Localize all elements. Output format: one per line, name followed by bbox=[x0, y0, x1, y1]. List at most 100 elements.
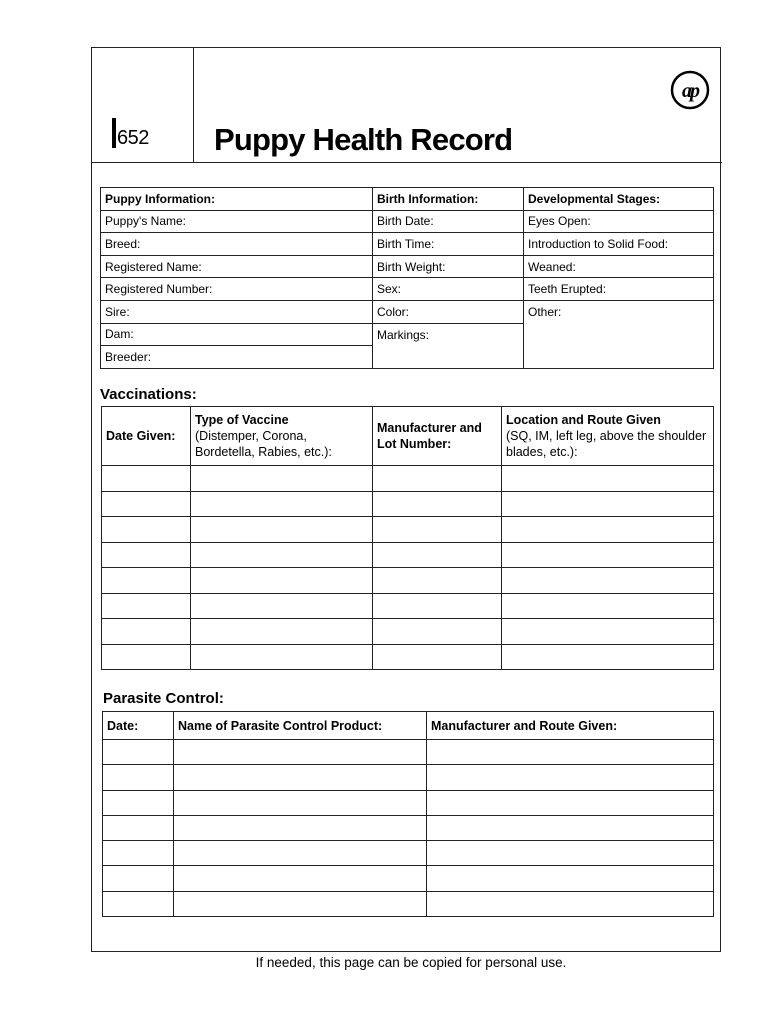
blank-cell[interactable] bbox=[101, 490, 191, 517]
blank-cell[interactable] bbox=[372, 618, 502, 645]
table-row bbox=[102, 764, 714, 791]
blank-cell[interactable] bbox=[101, 643, 191, 670]
other-field[interactable]: Other: bbox=[523, 299, 714, 369]
registered-number-field[interactable]: Registered Number: bbox=[100, 277, 373, 301]
table-row bbox=[101, 643, 714, 670]
blank-cell[interactable] bbox=[102, 890, 174, 918]
blank-cell[interactable] bbox=[372, 592, 502, 619]
blank-cell[interactable] bbox=[426, 865, 714, 892]
birth-info-heading: Birth Information: bbox=[372, 187, 524, 211]
col-product-name: Name of Parasite Control Product: bbox=[173, 711, 427, 740]
table-row bbox=[101, 618, 714, 645]
blank-cell[interactable] bbox=[372, 643, 502, 670]
parasite-control-table: Date: Name of Parasite Control Product: … bbox=[102, 711, 714, 918]
color-field[interactable]: Color: bbox=[372, 299, 524, 324]
header-divider bbox=[193, 47, 194, 163]
puppy-name-field[interactable]: Puppy's Name: bbox=[100, 209, 373, 234]
blank-cell[interactable] bbox=[190, 618, 373, 645]
blank-cell[interactable] bbox=[190, 490, 373, 517]
eyes-open-field[interactable]: Eyes Open: bbox=[523, 209, 714, 234]
breed-field[interactable]: Breed: bbox=[100, 232, 373, 256]
sex-field[interactable]: Sex: bbox=[372, 277, 524, 301]
blank-cell[interactable] bbox=[173, 865, 427, 892]
blank-cell[interactable] bbox=[101, 465, 191, 492]
solid-food-field[interactable]: Introduction to Solid Food: bbox=[523, 232, 714, 256]
blank-cell[interactable] bbox=[102, 789, 174, 816]
blank-cell[interactable] bbox=[372, 516, 502, 543]
birth-date-field[interactable]: Birth Date: bbox=[372, 209, 524, 234]
registered-name-field[interactable]: Registered Name: bbox=[100, 254, 373, 279]
header-rule bbox=[91, 162, 722, 163]
blank-cell[interactable] bbox=[101, 618, 191, 645]
blank-cell[interactable] bbox=[190, 516, 373, 543]
col-vaccine-type: Type of Vaccine (Distemper, Corona, Borde… bbox=[190, 406, 373, 466]
table-row bbox=[102, 738, 714, 766]
blank-cell[interactable] bbox=[426, 789, 714, 816]
blank-cell[interactable] bbox=[101, 541, 191, 568]
blank-cell[interactable] bbox=[372, 541, 502, 568]
vaccinations-table: Date Given: Type of Vaccine (Distemper, C… bbox=[101, 406, 714, 670]
ap-logo-icon: ap bbox=[670, 70, 710, 110]
table-row bbox=[102, 840, 714, 867]
weaned-field[interactable]: Weaned: bbox=[523, 254, 714, 279]
blank-cell[interactable] bbox=[190, 541, 373, 568]
blank-cell[interactable] bbox=[102, 865, 174, 892]
page-title: Puppy Health Record bbox=[214, 122, 513, 157]
breeder-field[interactable]: Breeder: bbox=[100, 345, 373, 369]
blank-cell[interactable] bbox=[190, 643, 373, 670]
blank-cell[interactable] bbox=[501, 516, 714, 543]
blank-cell[interactable] bbox=[101, 592, 191, 619]
blank-cell[interactable] bbox=[501, 567, 714, 594]
col-date: Date: bbox=[102, 711, 174, 740]
col-location-route: Location and Route Given (SQ, IM, left le… bbox=[501, 406, 714, 466]
parasite-control-title: Parasite Control: bbox=[103, 690, 224, 707]
col-manufacturer-lot: Manufacturer and Lot Number: bbox=[372, 406, 502, 466]
blank-cell[interactable] bbox=[501, 465, 714, 492]
blank-cell[interactable] bbox=[190, 567, 373, 594]
table-row bbox=[101, 516, 714, 543]
blank-cell[interactable] bbox=[102, 840, 174, 867]
blank-cell[interactable] bbox=[372, 465, 502, 492]
blank-cell[interactable] bbox=[101, 567, 191, 594]
blank-cell[interactable] bbox=[173, 890, 427, 918]
blank-cell[interactable] bbox=[173, 814, 427, 842]
blank-cell[interactable] bbox=[426, 738, 714, 766]
teeth-erupted-field[interactable]: Teeth Erupted: bbox=[523, 277, 714, 301]
blank-cell[interactable] bbox=[426, 764, 714, 791]
table-row bbox=[101, 541, 714, 568]
blank-cell[interactable] bbox=[102, 814, 174, 842]
table-row bbox=[102, 890, 714, 918]
markings-field[interactable]: Markings: bbox=[372, 322, 524, 369]
blank-cell[interactable] bbox=[501, 643, 714, 670]
blank-cell[interactable] bbox=[501, 541, 714, 568]
info-table: Puppy Information: Birth Information: De… bbox=[100, 187, 714, 369]
blank-cell[interactable] bbox=[173, 789, 427, 816]
blank-cell[interactable] bbox=[426, 840, 714, 867]
form-code-number: 652 bbox=[117, 127, 149, 149]
blank-cell[interactable] bbox=[173, 738, 427, 766]
blank-cell[interactable] bbox=[501, 490, 714, 517]
table-row bbox=[101, 592, 714, 619]
dev-stages-heading: Developmental Stages: bbox=[523, 187, 714, 211]
col-location-route-hint: (SQ, IM, left leg, above the shoulder bl… bbox=[506, 429, 707, 459]
birth-weight-field[interactable]: Birth Weight: bbox=[372, 254, 524, 279]
blank-cell[interactable] bbox=[372, 567, 502, 594]
blank-cell[interactable] bbox=[102, 764, 174, 791]
blank-cell[interactable] bbox=[372, 490, 502, 517]
col-date-given: Date Given: bbox=[101, 406, 191, 466]
blank-cell[interactable] bbox=[190, 465, 373, 492]
sire-field[interactable]: Sire: bbox=[100, 299, 373, 324]
blank-cell[interactable] bbox=[173, 764, 427, 791]
blank-cell[interactable] bbox=[190, 592, 373, 619]
blank-cell[interactable] bbox=[102, 738, 174, 766]
blank-cell[interactable] bbox=[101, 516, 191, 543]
blank-cell[interactable] bbox=[501, 592, 714, 619]
blank-cell[interactable] bbox=[173, 840, 427, 867]
table-row bbox=[101, 465, 714, 492]
dam-field[interactable]: Dam: bbox=[100, 322, 373, 347]
blank-cell[interactable] bbox=[426, 890, 714, 918]
blank-cell[interactable] bbox=[501, 618, 714, 645]
blank-cell[interactable] bbox=[426, 814, 714, 842]
form-code: 652 bbox=[112, 118, 149, 148]
birth-time-field[interactable]: Birth Time: bbox=[372, 232, 524, 256]
